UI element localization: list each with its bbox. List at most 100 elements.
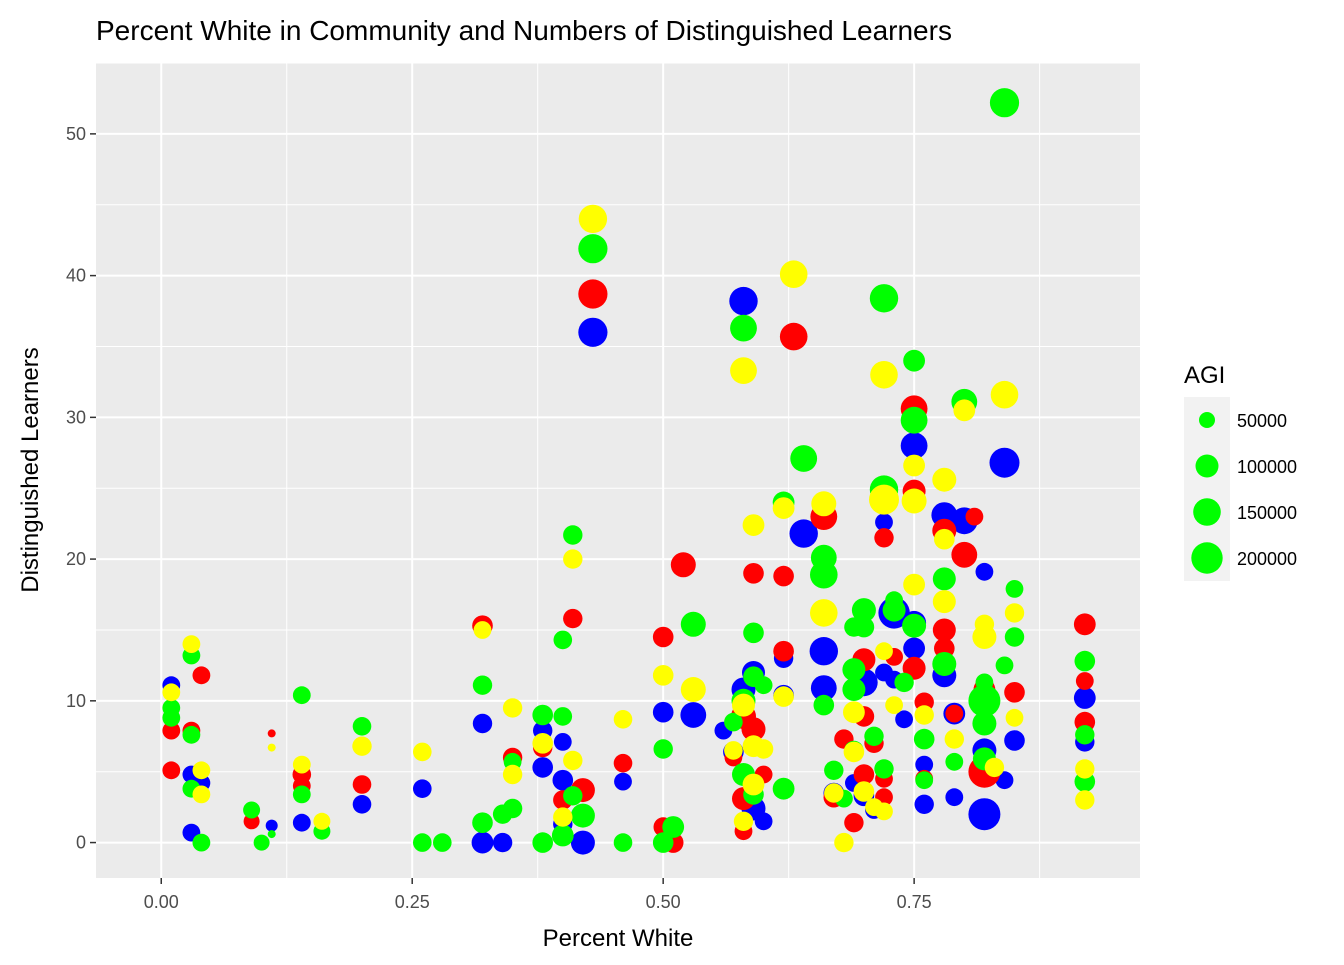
data-point <box>965 507 984 526</box>
data-point <box>613 833 633 852</box>
data-point <box>352 775 372 794</box>
data-point <box>1075 725 1095 745</box>
data-point <box>578 234 608 264</box>
data-point <box>790 445 818 472</box>
x-axis-label: Percent White <box>543 925 694 952</box>
data-point <box>754 812 773 831</box>
data-point <box>843 701 865 724</box>
data-point <box>563 525 583 545</box>
data-point <box>885 696 903 714</box>
data-point <box>563 750 583 771</box>
data-point <box>471 831 494 854</box>
data-point <box>243 801 261 819</box>
data-point <box>813 694 835 716</box>
data-point <box>915 771 934 790</box>
data-point <box>292 686 311 705</box>
data-point <box>532 733 553 754</box>
data-point <box>553 807 573 827</box>
legend-keys: 50000 100000 150000 200000 <box>1184 397 1297 581</box>
data-point <box>265 819 278 832</box>
data-point <box>680 611 706 637</box>
data-point <box>900 406 928 434</box>
data-points <box>162 88 1096 855</box>
data-point <box>724 741 743 760</box>
x-tick-label: 0.75 <box>897 892 932 912</box>
data-point <box>968 798 1001 831</box>
data-point <box>182 635 201 653</box>
data-point <box>932 467 957 492</box>
data-point <box>932 590 956 614</box>
data-point <box>413 742 432 762</box>
legend-key-label: 150000 <box>1237 503 1297 523</box>
chart-title: Percent White in Community and Numbers o… <box>96 15 952 46</box>
data-point <box>570 830 595 855</box>
data-point <box>773 686 794 707</box>
data-point <box>352 795 372 814</box>
data-point <box>662 816 685 838</box>
data-point <box>945 704 964 723</box>
data-point <box>532 757 553 778</box>
data-point <box>1075 672 1094 690</box>
data-point <box>472 713 493 734</box>
data-point <box>652 665 674 686</box>
data-point <box>824 783 844 803</box>
data-point <box>563 786 583 806</box>
data-point <box>532 832 553 853</box>
data-point <box>652 701 674 723</box>
y-axis: 0 10 20 30 40 50 <box>66 124 96 853</box>
x-tick-label: 0.50 <box>646 892 681 912</box>
y-tick-label: 20 <box>66 549 86 569</box>
legend-key-circle <box>1193 498 1221 526</box>
legend-key-circle <box>1195 454 1219 478</box>
data-point <box>741 717 766 742</box>
data-point <box>742 514 765 536</box>
data-point <box>809 637 838 666</box>
y-tick-label: 0 <box>76 833 86 853</box>
data-point <box>472 675 493 695</box>
data-point <box>292 755 311 774</box>
y-tick-label: 30 <box>66 407 86 427</box>
data-point <box>733 811 754 831</box>
data-point <box>313 812 331 830</box>
data-point <box>875 513 893 532</box>
data-point <box>953 399 976 422</box>
x-axis: 0.00 0.25 0.50 0.75 <box>144 878 932 912</box>
data-point <box>730 357 757 384</box>
data-point <box>875 802 893 821</box>
data-point <box>553 733 572 751</box>
data-point <box>895 710 913 729</box>
data-point <box>894 672 914 693</box>
data-point <box>810 560 838 589</box>
data-point <box>553 707 573 726</box>
data-point <box>730 314 757 342</box>
data-point <box>267 743 276 752</box>
y-tick-label: 10 <box>66 691 86 711</box>
legend-key-label: 50000 <box>1237 411 1287 431</box>
data-point <box>162 721 181 740</box>
data-point <box>869 284 899 313</box>
data-point <box>1073 613 1096 636</box>
data-point <box>502 698 523 718</box>
data-point <box>901 488 927 514</box>
data-point <box>914 705 934 725</box>
data-point <box>843 741 865 763</box>
data-point <box>742 773 765 796</box>
data-point <box>995 771 1014 790</box>
data-point <box>1004 603 1025 623</box>
data-point <box>945 752 964 771</box>
data-point <box>502 798 523 819</box>
data-point <box>352 717 372 736</box>
data-point <box>902 613 927 638</box>
x-tick-label: 0.25 <box>395 892 430 912</box>
data-point <box>613 710 633 729</box>
data-point <box>811 491 837 517</box>
data-point <box>192 785 211 804</box>
data-point <box>570 803 595 828</box>
data-point <box>1075 790 1095 810</box>
data-point <box>870 361 898 389</box>
data-point <box>853 764 875 785</box>
data-point <box>842 658 866 682</box>
data-point <box>851 598 876 623</box>
data-point <box>1005 580 1024 598</box>
data-point <box>874 528 894 548</box>
